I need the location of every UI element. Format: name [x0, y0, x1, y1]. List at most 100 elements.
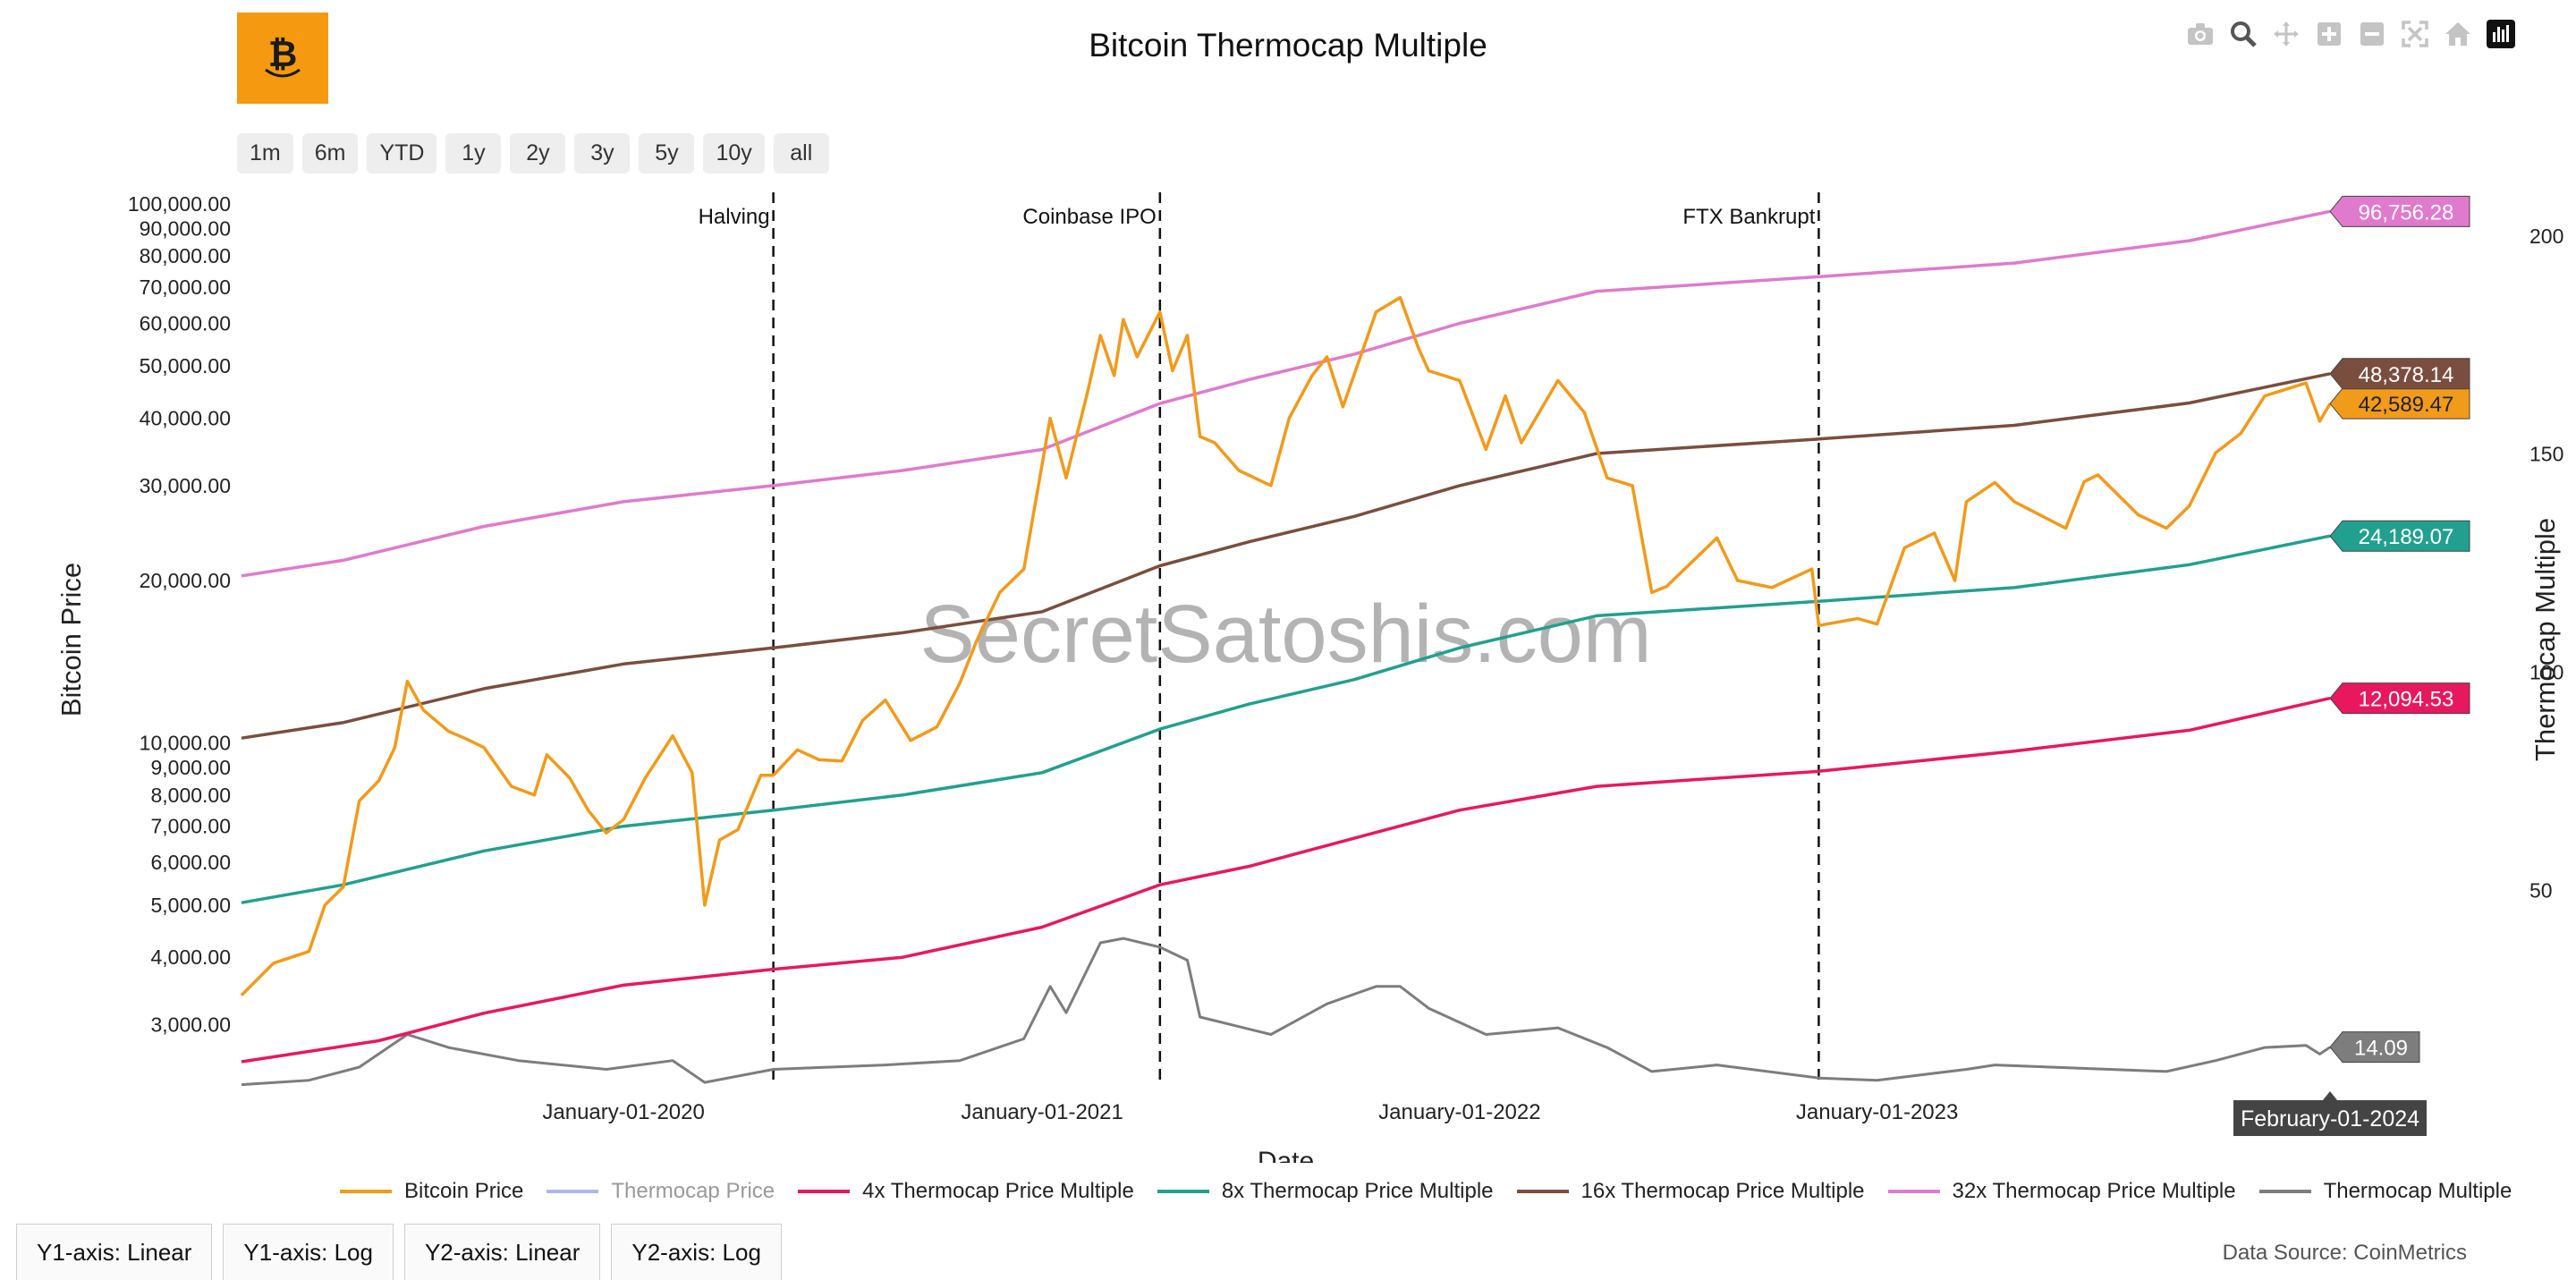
x-tick-label: January-01-2020: [542, 1100, 704, 1124]
watermark: SecretSatoshis.com: [919, 589, 1651, 680]
zoom-out-icon[interactable]: [2351, 16, 2394, 52]
range-1y-button[interactable]: 1y: [445, 133, 502, 174]
series-line-16x-thermocap-price-multiple: [241, 372, 2331, 740]
legend-swatch: [340, 1190, 392, 1193]
y2-log-button[interactable]: Y2-axis: Log: [611, 1224, 782, 1280]
legend-item[interactable]: 16x Thermocap Price Multiple: [1516, 1179, 1865, 1204]
legend-item[interactable]: 32x Thermocap Price Multiple: [1887, 1179, 2236, 1204]
svg-text:₿: ₿: [268, 34, 298, 75]
event-label: FTX Bankrupt: [1682, 205, 1815, 229]
zoom-in-icon[interactable]: [2308, 16, 2351, 52]
end-label: 14.09: [2354, 1037, 2408, 1061]
end-label: 96,756.28: [2359, 200, 2454, 225]
legend-swatch: [798, 1190, 851, 1193]
series-line-thermocap-multiple: [241, 937, 2331, 1087]
pan-icon[interactable]: [2265, 16, 2308, 52]
home-icon[interactable]: [2436, 16, 2479, 52]
y-tick-label: 60,000.00: [140, 311, 231, 335]
series-line-32x-thermocap-price-multiple: [241, 209, 2331, 578]
range-10y-button[interactable]: 10y: [703, 133, 765, 174]
plotly-logo-icon[interactable]: [2479, 16, 2522, 52]
event-label: Coinbase IPO: [1022, 205, 1156, 229]
x-axis-title: Date: [1258, 1147, 1314, 1163]
y1-linear-button[interactable]: Y1-axis: Linear: [16, 1224, 213, 1280]
legend-label: Thermocap Multiple: [2323, 1179, 2512, 1203]
logo: ₿: [237, 13, 328, 104]
legend-swatch: [1157, 1190, 1209, 1193]
legend-swatch: [547, 1190, 599, 1193]
y2-tick-label: 200: [2529, 225, 2563, 248]
hover-x-label-box: [2233, 1091, 2427, 1136]
end-label: 42,589.47: [2359, 393, 2454, 417]
x-tick-label: January-01-2023: [1796, 1100, 1958, 1124]
y-tick-label: 90,000.00: [140, 216, 231, 240]
end-label-box: [2329, 358, 2470, 390]
camera-icon[interactable]: [2179, 16, 2222, 52]
y-tick-label: 8,000.00: [150, 784, 231, 807]
legend-item[interactable]: Thermocap Price: [547, 1179, 775, 1204]
end-label-box: [2329, 195, 2470, 227]
y-tick-label: 10,000.00: [140, 731, 231, 754]
y2-tick-label: 100: [2529, 661, 2563, 684]
end-label: 24,189.07: [2359, 525, 2454, 549]
legend-swatch: [2258, 1190, 2311, 1193]
legend-swatch: [1887, 1190, 1940, 1193]
legend: Bitcoin Price Thermocap Price 4x Thermocap…: [340, 1179, 2535, 1204]
end-label-box: [2329, 1031, 2420, 1064]
range-ytd-button[interactable]: YTD: [367, 133, 437, 174]
series-line-4x-thermocap-price-multiple: [241, 696, 2331, 1064]
modebar: [2179, 16, 2522, 52]
range-selector: 1m 6m YTD 1y 2y 3y 5y 10y all: [237, 133, 829, 174]
legend-item[interactable]: 4x Thermocap Price Multiple: [798, 1179, 1134, 1204]
y-tick-label: 3,000.00: [150, 1013, 231, 1036]
y2-linear-button[interactable]: Y2-axis: Linear: [403, 1224, 601, 1280]
autoscale-icon[interactable]: [2394, 16, 2436, 52]
end-label-box: [2329, 387, 2470, 420]
y-tick-label: 6,000.00: [150, 851, 231, 874]
zoom-icon[interactable]: [2222, 16, 2265, 52]
y-tick-label: 7,000.00: [150, 815, 231, 838]
legend-label: Bitcoin Price: [404, 1179, 524, 1203]
end-label-box: [2329, 682, 2470, 715]
y-tick-label: 4,000.00: [150, 945, 231, 969]
legend-item[interactable]: Thermocap Multiple: [2258, 1179, 2512, 1204]
event-label: Halving: [699, 205, 770, 229]
y1-log-button[interactable]: Y1-axis: Log: [223, 1224, 394, 1280]
y-tick-label: 70,000.00: [140, 275, 231, 299]
legend-label: Thermocap Price: [611, 1179, 775, 1203]
legend-label: 16x Thermocap Price Multiple: [1580, 1179, 1865, 1203]
x-tick-label: January-01-2021: [961, 1100, 1123, 1124]
range-2y-button[interactable]: 2y: [510, 133, 566, 174]
legend-label: 8x Thermocap Price Multiple: [1221, 1179, 1494, 1203]
y-tick-label: 80,000.00: [140, 244, 231, 267]
data-source: Data Source: CoinMetrics: [2222, 1241, 2467, 1265]
range-1m-button[interactable]: 1m: [237, 133, 293, 174]
legend-swatch: [1516, 1190, 1569, 1193]
y-tick-label: 20,000.00: [140, 569, 231, 592]
end-label: 48,378.14: [2359, 363, 2454, 387]
bitcoin-face-logo-icon: ₿: [265, 34, 301, 78]
y2-tick-label: 50: [2529, 878, 2553, 902]
y-tick-label: 100,000.00: [128, 192, 231, 216]
legend-item[interactable]: 8x Thermocap Price Multiple: [1157, 1179, 1494, 1204]
y-tick-label: 5,000.00: [150, 894, 231, 917]
range-5y-button[interactable]: 5y: [639, 133, 695, 174]
y-tick-label: 9,000.00: [150, 756, 231, 779]
range-all-button[interactable]: all: [773, 133, 829, 174]
legend-label: 32x Thermocap Price Multiple: [1952, 1179, 2236, 1203]
legend-item[interactable]: Bitcoin Price: [340, 1179, 523, 1204]
y2-axis-title: Thermocap Multiple: [2529, 518, 2561, 761]
y-tick-label: 40,000.00: [140, 407, 231, 430]
y-axis-title: Bitcoin Price: [55, 563, 87, 716]
range-6m-button[interactable]: 6m: [301, 133, 359, 174]
y2-tick-label: 150: [2529, 443, 2563, 466]
x-tick-label: January-01-2022: [1378, 1100, 1540, 1124]
chart-title: Bitcoin Thermocap Multiple: [1089, 27, 1487, 64]
range-3y-button[interactable]: 3y: [574, 133, 631, 174]
hover-x-label: February-01-2024: [2241, 1106, 2419, 1132]
y-tick-label: 30,000.00: [140, 474, 231, 497]
series-line-bitcoin-price: [240, 295, 2332, 996]
end-label-box: [2329, 520, 2470, 552]
y-tick-label: 50,000.00: [140, 354, 231, 377]
